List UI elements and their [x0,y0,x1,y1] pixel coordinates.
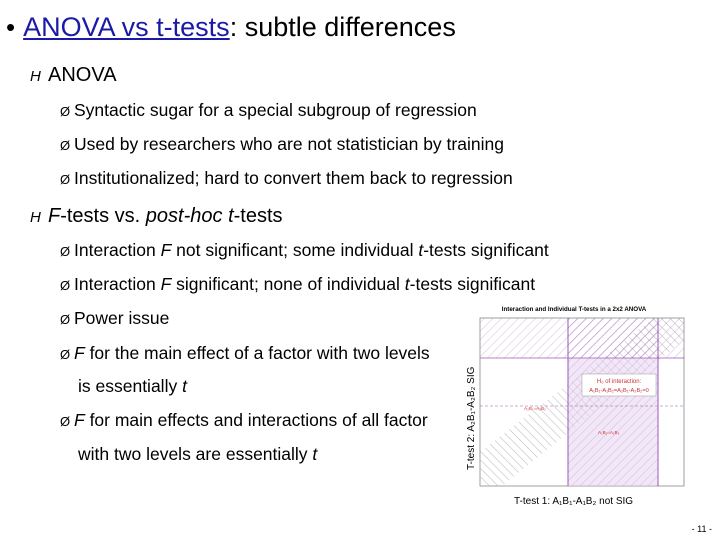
page-number: - 11 - [691,524,712,534]
list-item: Ø Institutionalized; hard to convert them… [60,168,513,188]
arrow-bullet-icon: Ø [60,172,71,187]
arrow-bullet-icon: Ø [60,244,71,259]
purple-hatch-row [480,318,684,358]
title-bullet: • [6,12,16,42]
slide-title: • ANOVA vs t-tests: subtle differences [6,12,456,43]
annotation-line1: H₀ of interaction: [597,379,642,385]
list-item: Ø Syntactic sugar for a special subgroup … [60,100,477,120]
level1-marker-icon: H [30,209,41,226]
arrow-bullet-icon: Ø [60,104,71,119]
level1-marker-icon: H [30,68,41,85]
list-item: Ø Interaction F not significant; some ind… [60,240,549,260]
section-label: ANOVA [48,64,117,86]
annotation-box [581,373,657,397]
interaction-figure: Interaction and Individual T-tests in a … [466,306,685,507]
arrow-bullet-icon: Ø [60,312,71,327]
title-rest: : subtle differences [229,12,456,42]
y-axis-label: T-test 2: A₂B₁-A₂B₂ SIG [466,366,477,470]
small-label-2: A₁B₁=A₁B₂ [598,430,620,435]
list-item-continuation: with two levels are essentially t [78,444,318,464]
arrow-bullet-icon: Ø [60,138,71,153]
arrow-bullet-icon: Ø [60,414,71,429]
section-ftests: H F-tests vs. post-hoc t-tests [30,205,283,227]
section-anova: H ANOVA [30,64,117,87]
small-label-1: A₂B₁=A₂B₂ [524,406,546,411]
list-item-continuation: is essentially t [78,376,187,396]
arrow-bullet-icon: Ø [60,347,71,362]
title-link[interactable]: ANOVA vs t-tests [23,12,230,42]
annotation-line2: A₁B₁-A₁B₂=A₂B₁-A₂B₂=0 [589,388,648,394]
arrow-bullet-icon: Ø [60,278,71,293]
list-item: Ø Used by researchers who are not statist… [60,134,504,154]
figure-title: Interaction and Individual T-tests in a … [502,306,647,313]
list-item: Ø Power issue [60,308,170,328]
list-item: Ø Interaction F significant; none of indi… [60,274,536,294]
x-axis-label: T-test 1: A₁B₁-A₁B₂ not SIG [514,496,633,507]
